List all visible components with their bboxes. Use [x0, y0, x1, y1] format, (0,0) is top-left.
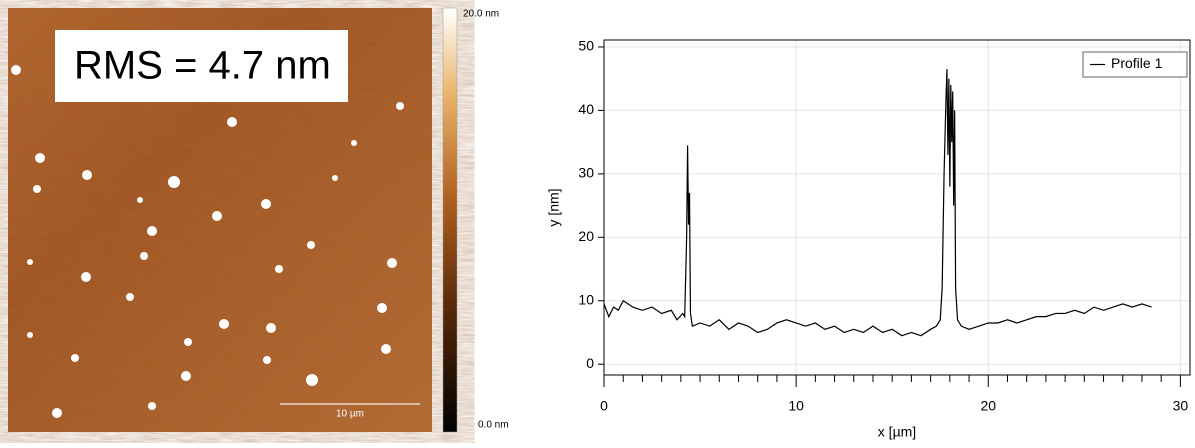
y-tick-label: 40	[578, 101, 594, 117]
x-tick-label: 30	[1173, 398, 1189, 414]
plot-frame	[603, 39, 1191, 376]
rms-box	[55, 30, 348, 102]
y-tick-label: 10	[578, 291, 594, 307]
colorbar-min-label: 0.0 nm	[478, 420, 509, 431]
y-tick-label: 50	[578, 38, 594, 54]
afm-image: RMS = 4.7 nm 10 µm 20.0 nm 0.0 nm	[8, 7, 509, 433]
colorbar	[442, 7, 458, 433]
particles	[11, 65, 404, 418]
y-axis-label: y [nm]	[546, 188, 562, 226]
scale-bar-label: 10 µm	[336, 409, 364, 420]
profile-line	[603, 69, 1152, 337]
y-tick-label: 0	[586, 355, 594, 371]
x-tick-label: 20	[980, 398, 996, 414]
profile-chart: 0 10 20 30 40 50 0 10 20 30 x [µm] y [nm] Profile 1	[546, 38, 1191, 440]
legend-label: Profile 1	[1111, 55, 1163, 71]
x-axis-label: x [µm]	[878, 424, 916, 440]
y-tick-label: 20	[578, 228, 594, 244]
colorbar-max-label: 20.0 nm	[463, 9, 499, 20]
y-tick-label: 30	[578, 165, 594, 181]
x-tick-label: 0	[600, 398, 608, 414]
x-tick-label: 10	[788, 398, 804, 414]
rms-label: RMS = 4.7 nm	[74, 44, 331, 88]
